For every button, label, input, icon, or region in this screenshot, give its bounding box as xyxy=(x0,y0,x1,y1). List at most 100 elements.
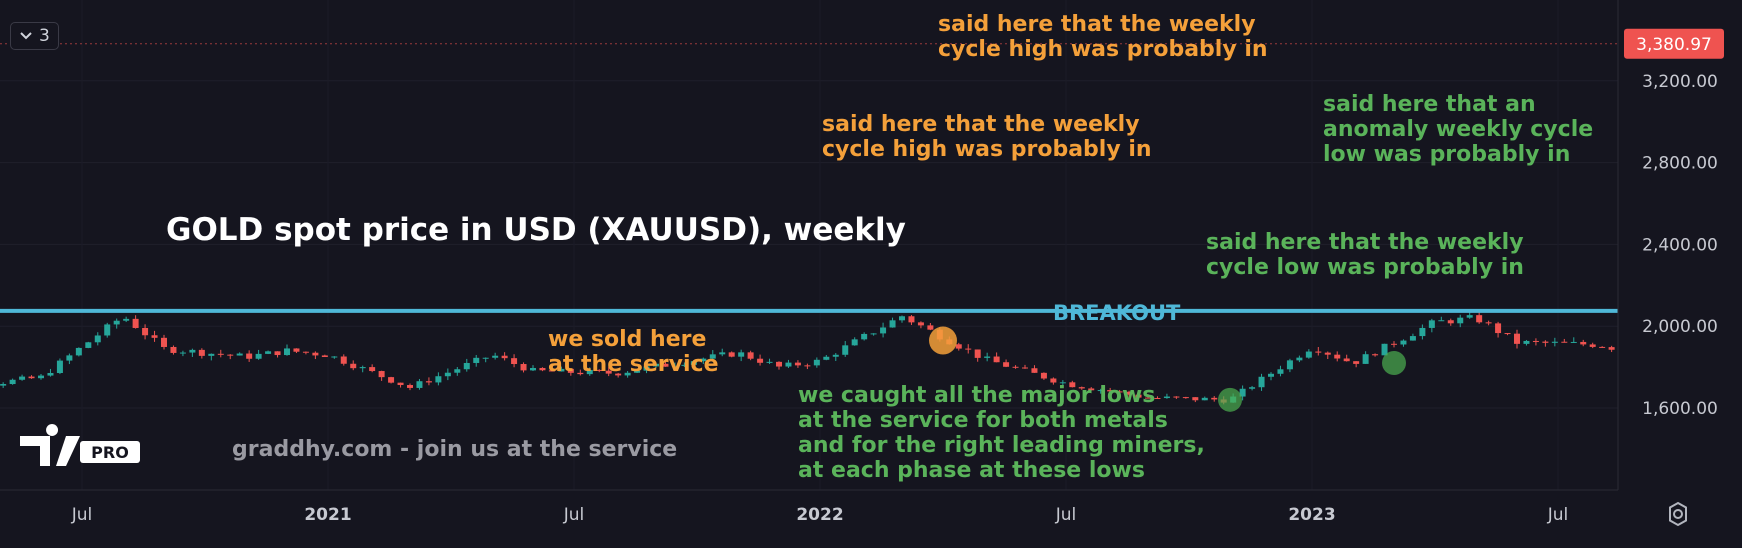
candle-body xyxy=(1570,341,1577,343)
x-tick-label: Jul xyxy=(71,505,93,525)
candle-body xyxy=(1192,397,1199,401)
candle-body xyxy=(208,353,215,356)
candle-body xyxy=(1495,323,1502,334)
candle-body xyxy=(558,368,565,372)
candle-body xyxy=(1485,322,1492,324)
chart-title: GOLD spot price in USD (XAUUSD), weekly xyxy=(166,212,906,248)
candle-body xyxy=(501,355,508,359)
candle-body xyxy=(776,361,782,367)
candle-body xyxy=(113,320,120,325)
price-axis[interactable]: 1,600.00 2,000.00 2,400.00 2,800.00 3,200.00 xyxy=(1617,0,1742,548)
candle-body xyxy=(993,356,1000,363)
candle-body xyxy=(340,356,347,364)
candle-body xyxy=(1438,320,1445,322)
candle-body xyxy=(511,358,518,365)
candle-body xyxy=(785,362,792,367)
candle-body xyxy=(1532,340,1539,342)
candle-body xyxy=(1409,336,1416,341)
candle-body xyxy=(378,371,385,378)
candle-body xyxy=(1457,317,1464,324)
candle-body xyxy=(1135,394,1142,398)
annotation-low-2024: said here that the weekly xyxy=(1206,230,1524,255)
candle-body xyxy=(1116,391,1123,393)
candle-body xyxy=(312,352,319,356)
candle-body xyxy=(861,333,868,340)
legend-toggle-button[interactable]: 3 xyxy=(10,22,59,50)
candle-body xyxy=(690,361,697,365)
candle-body xyxy=(965,348,972,350)
candle-body xyxy=(927,325,934,330)
candle-body xyxy=(1466,315,1473,318)
orange-cycle-marker xyxy=(929,326,957,355)
candle-body xyxy=(823,356,830,360)
last-price-value: 3,380.97 xyxy=(1636,35,1712,55)
candle-body xyxy=(142,327,149,336)
candle-body xyxy=(634,370,641,373)
candle-body xyxy=(1476,315,1483,323)
candle-body xyxy=(586,369,593,375)
candle-body xyxy=(1097,390,1104,392)
candle-body xyxy=(463,362,470,370)
candle-body xyxy=(842,345,849,355)
candle-body xyxy=(577,372,584,375)
candle-body xyxy=(757,358,764,363)
candle-body xyxy=(615,373,622,376)
annotation-high-2025: cycle high was probably in xyxy=(938,37,1268,62)
x-tick-label: 2023 xyxy=(1288,505,1335,525)
candle-body xyxy=(369,367,376,372)
x-tick-label: 2022 xyxy=(796,505,843,525)
candle-body xyxy=(1069,382,1076,388)
annotation-low-2025: anomaly weekly cycle xyxy=(1323,117,1593,142)
annotation-lows: at each phase at these lows xyxy=(798,458,1145,483)
candle-body xyxy=(1286,360,1293,370)
candle-body xyxy=(359,367,366,369)
candle-body xyxy=(189,349,196,353)
candle-body xyxy=(179,352,186,354)
candle-body xyxy=(302,351,309,353)
annotation-high-2024: said here that the weekly xyxy=(822,112,1140,137)
candle-body xyxy=(832,354,839,357)
candle-body xyxy=(520,364,527,371)
price-axis-bg xyxy=(1618,0,1742,548)
candle-body xyxy=(1249,387,1256,389)
candle-body xyxy=(1391,343,1397,345)
pro-badge-bg xyxy=(80,441,140,463)
settings-icon[interactable] xyxy=(1664,500,1692,528)
candle-body xyxy=(151,335,158,338)
candle-body xyxy=(766,361,773,363)
candle-body xyxy=(161,337,167,347)
candle-body xyxy=(880,327,887,334)
candle-body xyxy=(1523,340,1530,344)
candle-body xyxy=(482,357,489,359)
candle-body xyxy=(1003,362,1010,367)
candle-body xyxy=(0,384,7,386)
candle-body xyxy=(1145,397,1151,399)
candle-body xyxy=(1419,327,1426,337)
candle-body xyxy=(1580,341,1587,345)
candle-body xyxy=(870,333,877,335)
annotation-low-2025: said here that an xyxy=(1323,92,1536,117)
candle-body xyxy=(747,352,754,359)
candle-body xyxy=(567,368,574,373)
pro-badge: PRO xyxy=(91,443,129,462)
candle-body xyxy=(416,381,423,388)
logo: PRO xyxy=(20,424,140,466)
candle-body xyxy=(454,369,461,373)
candle-body xyxy=(1022,367,1028,369)
x-tick-label: 2021 xyxy=(304,505,351,525)
candle-body xyxy=(321,355,328,358)
candle-body xyxy=(984,356,991,358)
candle-body xyxy=(236,353,243,356)
candle-body xyxy=(530,367,536,371)
candle-body xyxy=(851,339,858,346)
time-axis[interactable]: Jul2021Jul2022Jul2023Jul2024Jul2025Jul20… xyxy=(0,489,1742,525)
candle-body xyxy=(350,363,357,369)
candle-body xyxy=(293,348,300,352)
candle-body xyxy=(709,354,716,359)
candle-body xyxy=(1334,354,1341,359)
candle-body xyxy=(198,349,205,356)
candle-body xyxy=(265,351,272,354)
candle-body xyxy=(671,365,678,367)
candle-body xyxy=(1012,366,1019,368)
